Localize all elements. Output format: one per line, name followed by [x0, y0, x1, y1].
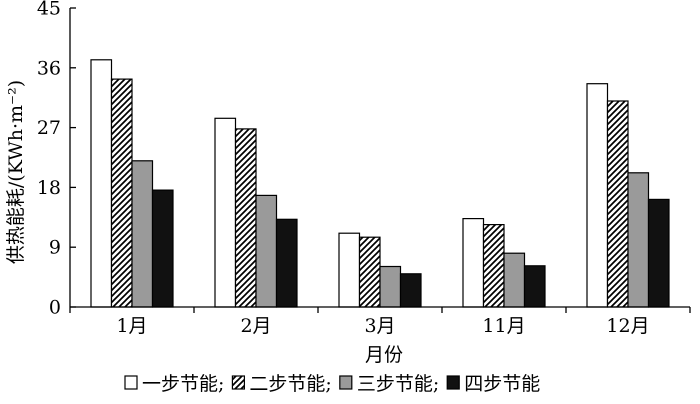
bar-二步节能-11月: [482, 224, 505, 308]
legend-swatch: [446, 375, 460, 390]
x-tick-label: 3月: [364, 315, 395, 337]
bar-二步节能-3月: [358, 236, 381, 308]
bar-三步节能-12月: [627, 172, 650, 308]
y-tick-label: 18: [37, 177, 61, 199]
y-tick-label: 9: [49, 237, 61, 259]
x-axis: 1月 2月 3月 11月 12月: [69, 306, 691, 337]
bar-三步节能-11月: [503, 252, 526, 308]
legend-label: 二步节能;: [249, 373, 331, 395]
legend-label: 三步节能;: [357, 373, 439, 395]
legend-swatch: [339, 375, 353, 390]
x-tick-label: 11月: [482, 315, 525, 337]
y-tick-label: 27: [37, 117, 61, 139]
y-axis: 0 9 18 27 36 45: [37, 0, 76, 319]
y-axis-title: 供热能耗/(KWh·m⁻²): [5, 80, 27, 264]
legend-swatch: [231, 375, 246, 390]
bar-四步节能-3月: [399, 273, 422, 308]
bar-一步节能-3月: [338, 232, 361, 308]
bar-二步节能-2月: [234, 128, 257, 308]
y-tick-label: 0: [49, 297, 61, 319]
x-tick-label: 2月: [240, 315, 271, 337]
bar-一步节能-12月: [586, 83, 609, 308]
bar-四步节能-11月: [523, 265, 546, 308]
y-tick-label: 45: [37, 0, 61, 20]
bar-四步节能-2月: [275, 218, 298, 308]
x-axis-title: 月份: [365, 344, 403, 366]
legend-label: 四步节能: [464, 373, 540, 395]
bar-三步节能-3月: [379, 265, 402, 308]
x-tick-label: 12月: [606, 315, 649, 337]
bar-四步节能-1月: [151, 189, 174, 308]
legend-swatch: [124, 375, 138, 390]
bar-二步节能-1月: [110, 78, 133, 308]
legend-label: 一步节能;: [142, 373, 224, 395]
y-tick-label: 36: [37, 57, 61, 79]
bar-三步节能-2月: [255, 194, 278, 308]
bar-四步节能-12月: [647, 198, 670, 308]
plot-area: [90, 59, 670, 308]
bar-三步节能-1月: [131, 160, 154, 308]
x-tick-label: 1月: [116, 315, 147, 337]
bar-一步节能-2月: [214, 117, 237, 308]
legend: 一步节能; 二步节能; 三步节能; 四步节能: [124, 373, 540, 395]
bar-一步节能-1月: [90, 59, 113, 308]
bar-一步节能-11月: [462, 218, 485, 308]
bar-二步节能-12月: [606, 100, 629, 308]
